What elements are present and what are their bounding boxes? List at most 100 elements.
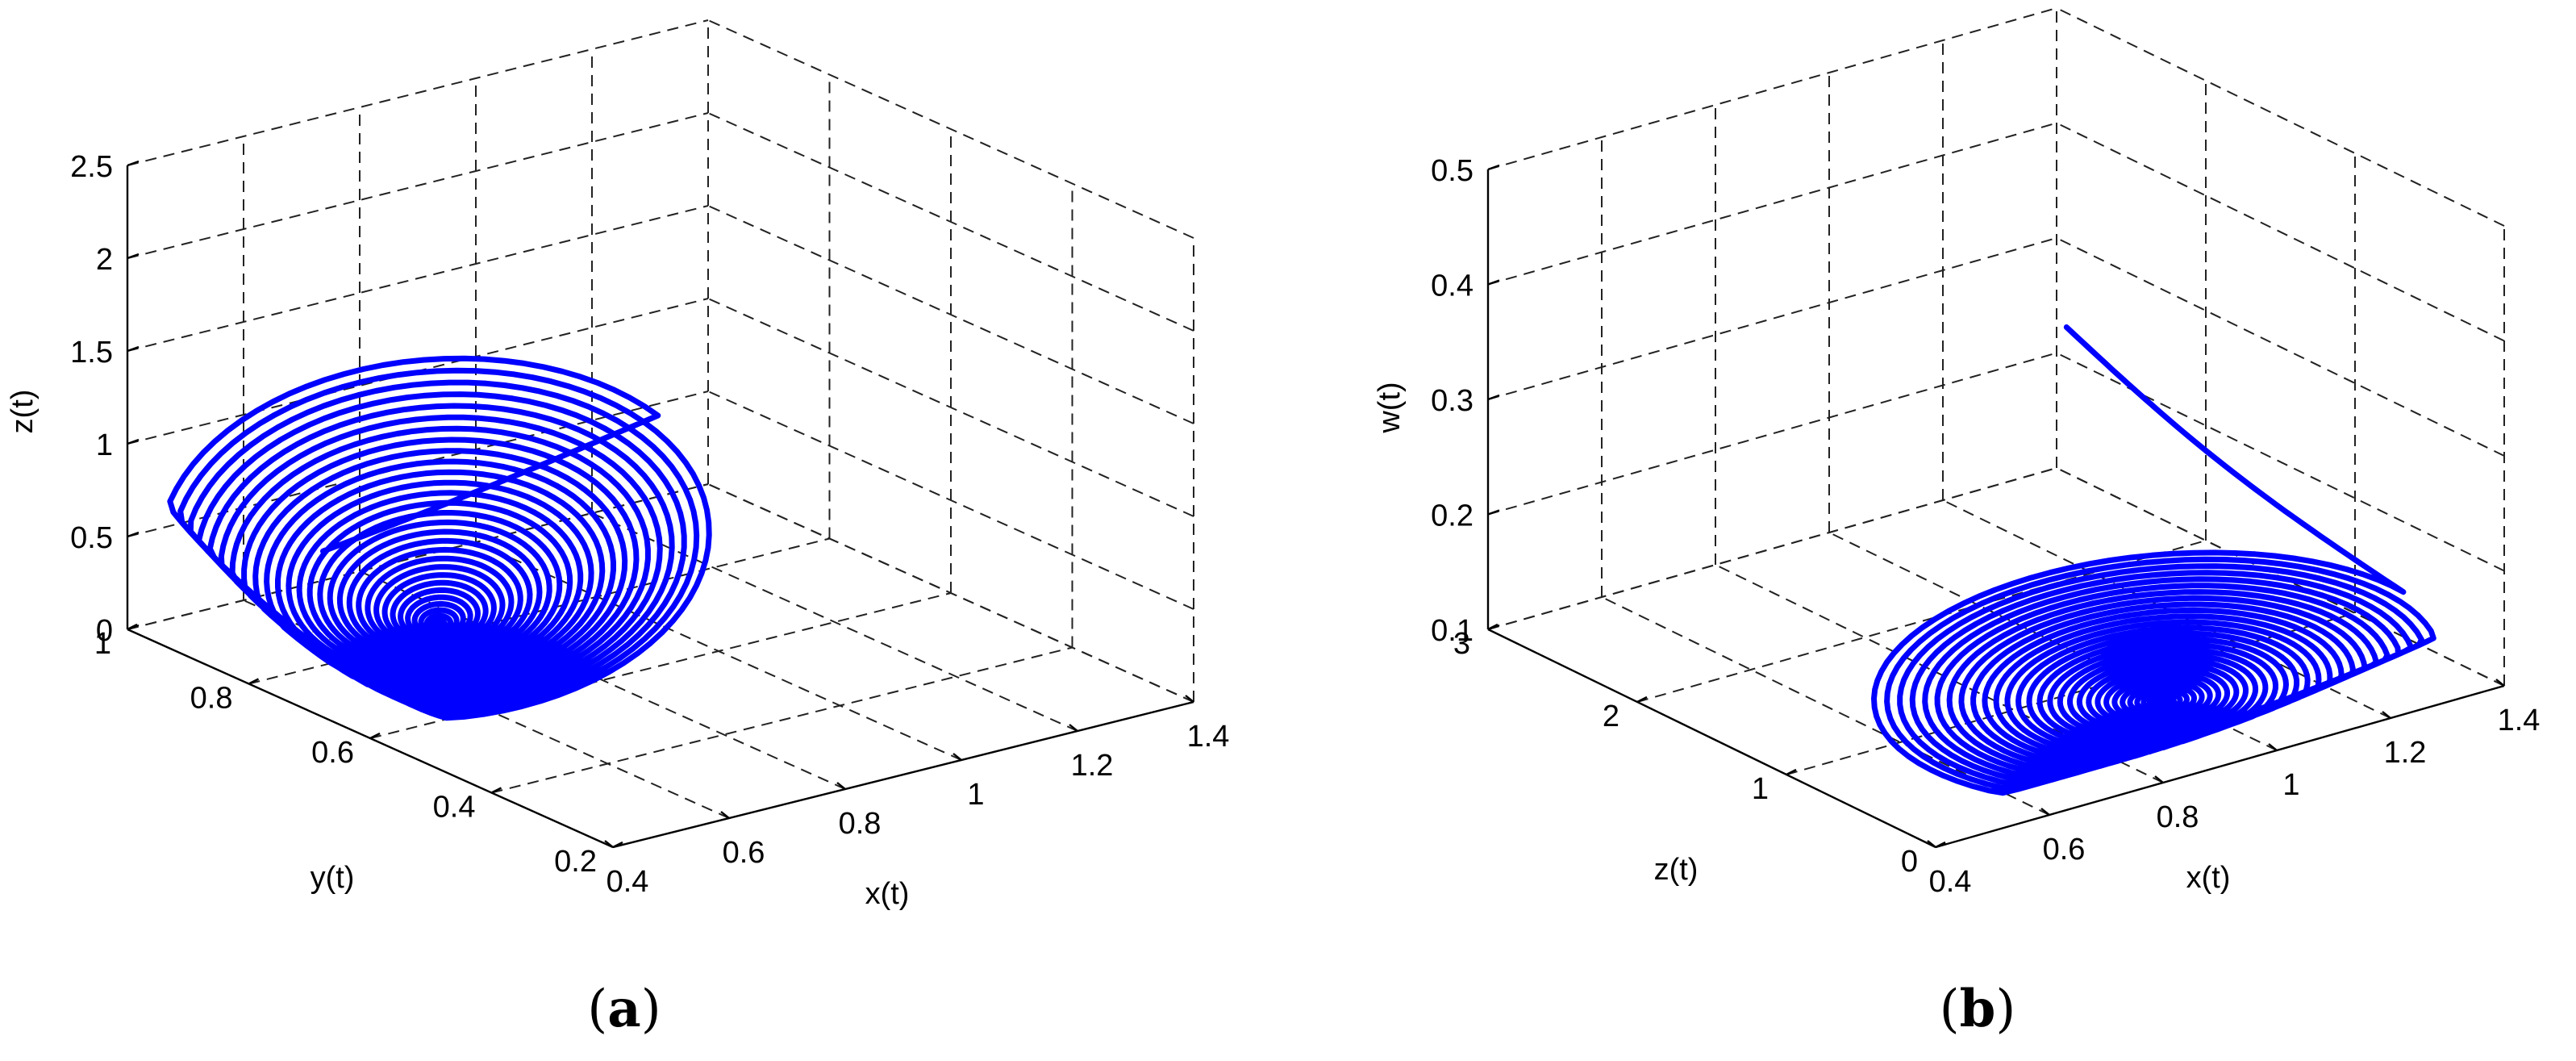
a-z-tick-label: 1.5	[70, 336, 113, 370]
a-z-tick-label: 1	[96, 428, 113, 462]
b-y-axis-label: z(t)	[1654, 853, 1699, 887]
a-y-tick-label: 0.2	[554, 845, 597, 879]
a-y-tick-mark	[369, 732, 381, 740]
b-wall-right-horizontal	[2056, 352, 2505, 572]
a-z-axis-label: z(t)	[6, 390, 40, 434]
a-wall-right-horizontal	[707, 19, 1194, 239]
b-wall-right-horizontal	[2056, 237, 2505, 457]
b-x-tick-label: 0.8	[2157, 800, 2199, 834]
a-y-axis-label: y(t)	[311, 861, 355, 895]
b-x-tick-mark	[2154, 775, 2164, 783]
b-wall-right-horizontal	[2056, 7, 2505, 227]
a-x-tick-mark	[952, 753, 962, 761]
b-z-tick-label: 0.1	[1431, 614, 1473, 648]
a-x-axis-line	[612, 700, 1194, 849]
panel-a-label: (a)	[587, 979, 661, 1039]
a-z-tick-label: 2	[96, 243, 113, 277]
a-z-tick-label: 2.5	[70, 150, 113, 184]
a-x-tick-label: 0.6	[723, 836, 765, 870]
b-z-tick-label: 0.3	[1431, 384, 1473, 418]
b-x-axis-label: x(t)	[2186, 861, 2231, 895]
panel-a-3d-plot: 0.40.60.811.21.40.20.40.60.8100.511.522.…	[6, 19, 1230, 911]
b-x-tick-label: 1	[2282, 768, 2299, 802]
a-x-axis-label: x(t)	[865, 877, 910, 911]
a-wall-right-horizontal	[707, 205, 1194, 424]
a-x-tick-label: 1.2	[1071, 749, 1114, 783]
b-y-tick-mark	[1786, 768, 1797, 776]
b-x-tick-mark	[2268, 743, 2278, 751]
a-y-tick-label: 1	[94, 627, 111, 661]
a-x-tick-mark	[1185, 695, 1194, 703]
a-wall-right-horizontal	[707, 112, 1194, 332]
b-x-tick-label: 1.2	[2384, 736, 2427, 770]
a-wall-right-horizontal	[707, 483, 1194, 703]
a-trajectory-series	[167, 355, 712, 721]
a-y-tick-label: 0.8	[190, 682, 233, 716]
panel-b-label: (b)	[1940, 979, 2016, 1039]
a-y-tick-mark	[490, 787, 502, 794]
a-y-tick-mark	[612, 841, 623, 849]
b-y-tick-mark	[1935, 841, 1946, 849]
a-wall-right-horizontal	[707, 391, 1194, 610]
b-z-tick-label: 0.2	[1431, 499, 1473, 533]
a-y-tick-label: 0.6	[311, 736, 354, 770]
a-z-tick-label: 0.5	[70, 521, 113, 555]
a-z-tick-mark	[127, 253, 140, 260]
b-wall-left-horizontal	[1487, 237, 2057, 400]
b-z-tick-label: 0.4	[1431, 269, 1473, 303]
b-y-tick-label: 0	[1901, 845, 1918, 879]
b-z-tick-mark	[1487, 279, 1500, 286]
b-x-tick-label: 1.4	[2498, 704, 2541, 737]
a-z-tick-mark	[127, 624, 140, 631]
b-z-tick-mark	[1487, 624, 1500, 631]
b-x-tick-label: 0.4	[1929, 865, 1972, 899]
b-z-tick-mark	[1487, 394, 1500, 401]
a-wall-left-horizontal	[127, 205, 709, 352]
a-z-tick-mark	[127, 531, 140, 538]
a-wall-left-horizontal	[127, 19, 709, 166]
b-y-tick-label: 3	[1453, 627, 1470, 661]
b-z-axis-label: w(t)	[1373, 382, 1407, 433]
b-wall-left-horizontal	[1487, 352, 2057, 516]
b-z-tick-mark	[1487, 509, 1500, 516]
a-z-tick-mark	[127, 438, 140, 445]
a-floor-grid-y	[491, 646, 1073, 794]
b-x-tick-mark	[2040, 808, 2050, 816]
a-x-tick-label: 0.8	[839, 807, 882, 841]
a-x-tick-label: 0.4	[606, 865, 649, 899]
b-x-tick-mark	[1927, 840, 1936, 848]
a-wall-left-horizontal	[127, 112, 709, 259]
a-z-tick-label: 0	[96, 614, 113, 648]
b-trajectory-series	[1871, 324, 2436, 796]
a-x-tick-label: 1.4	[1187, 720, 1230, 754]
a-x-tick-mark	[720, 811, 730, 819]
b-x-tick-label: 0.6	[2043, 833, 2086, 867]
b-axes-box	[1486, 164, 2505, 849]
a-y-tick-mark	[248, 678, 260, 685]
b-x-tick-mark	[2495, 679, 2505, 687]
b-x-tick-mark	[2382, 711, 2391, 719]
a-floor-grid-x	[591, 512, 1078, 732]
a-x-tick-mark	[604, 840, 614, 848]
b-z-tick-label: 0.5	[1431, 154, 1473, 188]
b-wall-left-horizontal	[1487, 122, 2057, 286]
b-grid-lines	[1487, 7, 2505, 848]
a-axes-box	[126, 160, 1194, 849]
a-z-tick-mark	[127, 160, 140, 167]
panel-b-3d-plot: 0.4 0.6 0.8 1 1.2 1.4 0 1 2 30.1 0.2 0.3 0.4 0.5 x(t) z…	[1373, 7, 2541, 899]
b-x-axis-line	[1935, 684, 2505, 849]
a-wall-right-horizontal	[707, 298, 1194, 517]
b-wall-left-horizontal	[1487, 7, 2057, 170]
b-wall-left-horizontal	[1487, 467, 2057, 630]
a-wall-left-horizontal	[127, 483, 709, 630]
b-wall-right-horizontal	[2056, 122, 2505, 342]
b-y-tick-mark	[1636, 695, 1648, 704]
a-floor-grid-x	[359, 570, 846, 790]
b-y-tick-label: 2	[1603, 700, 1619, 733]
a-z-tick-mark	[127, 345, 140, 353]
b-y-axis-line	[1487, 628, 1936, 849]
a-x-tick-mark	[1069, 724, 1078, 732]
a-x-tick-label: 1	[967, 778, 984, 812]
a-y-tick-label: 0.4	[433, 791, 476, 825]
